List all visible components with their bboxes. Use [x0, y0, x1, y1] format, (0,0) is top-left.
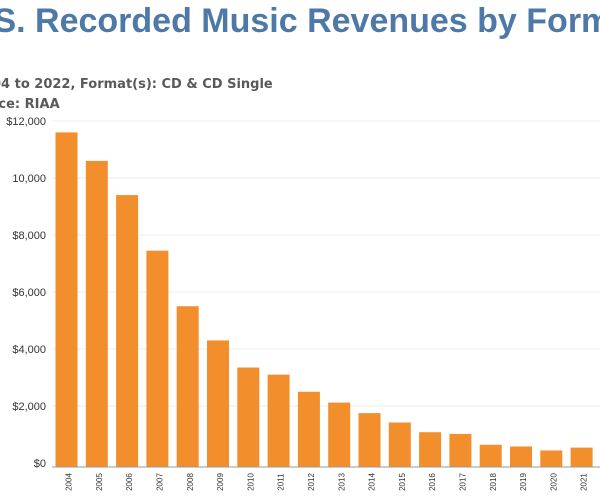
- y-tick-label: $2,000: [12, 401, 46, 413]
- chart-subtitle-range: 04 to 2022, Format(s): CD & CD Single: [0, 77, 273, 92]
- bar-2012: [297, 391, 320, 467]
- x-tick-label: 2005: [95, 473, 104, 491]
- x-tick-label: 2010: [246, 473, 255, 491]
- x-tick-label: 2019: [519, 473, 528, 491]
- bar-2015: [388, 422, 411, 467]
- x-tick-label: 2007: [156, 473, 165, 491]
- y-tick-label: $12,000: [6, 116, 46, 128]
- bar-2016: [419, 432, 442, 467]
- y-axis: $0 $2,000 $4,000 $6,000 $8,000 10,000 $12,000: [6, 116, 46, 470]
- x-tick-label: 2016: [428, 473, 437, 491]
- bar-2009: [207, 340, 229, 467]
- y-tick-label: $4,000: [12, 344, 46, 356]
- bar-2010: [237, 367, 260, 467]
- x-tick-label: 2020: [549, 473, 558, 491]
- x-axis: 2004 2005 2006 2007 2008 2009 2010 2011 2012 2013…: [52, 466, 600, 491]
- x-tick-label: 2014: [368, 473, 377, 491]
- bar-2021: [570, 447, 593, 467]
- x-tick-label: 2008: [186, 473, 195, 491]
- chart-subtitle-source: rce: RIAA: [0, 97, 60, 112]
- chart-title: .S. Recorded Music Revenues by Forma: [0, 2, 600, 40]
- bar-2005: [85, 160, 108, 467]
- x-tick-label: 2011: [277, 473, 286, 491]
- x-tick-label: 2021: [580, 473, 589, 491]
- x-tick-label: 2006: [125, 473, 134, 491]
- x-tick-label: 2015: [398, 473, 407, 491]
- bar-2004: [55, 132, 78, 467]
- bar-2007: [146, 250, 169, 467]
- bar-2008: [176, 306, 199, 467]
- bars: [55, 132, 593, 467]
- bar-2006: [116, 195, 139, 467]
- gridlines: [52, 120, 600, 407]
- bar-2018: [479, 444, 502, 467]
- x-tick-label: 2013: [337, 473, 346, 491]
- bar-2017: [449, 433, 472, 467]
- bar-2019: [510, 446, 532, 467]
- x-tick-label: 2009: [216, 473, 225, 491]
- bar-2011: [267, 374, 290, 467]
- bar-2013: [328, 402, 351, 467]
- x-tick-label: 2018: [489, 473, 498, 491]
- y-tick-label: $6,000: [12, 287, 46, 299]
- y-tick-label: $0: [34, 458, 46, 470]
- y-tick-label: 10,000: [12, 173, 46, 185]
- bar-2014: [358, 413, 381, 467]
- x-tick-label: 2017: [459, 473, 468, 491]
- x-tick-label: 2004: [65, 473, 74, 491]
- bar-2020: [540, 450, 563, 467]
- y-tick-label: $8,000: [12, 230, 46, 242]
- x-tick-label: 2012: [307, 473, 316, 491]
